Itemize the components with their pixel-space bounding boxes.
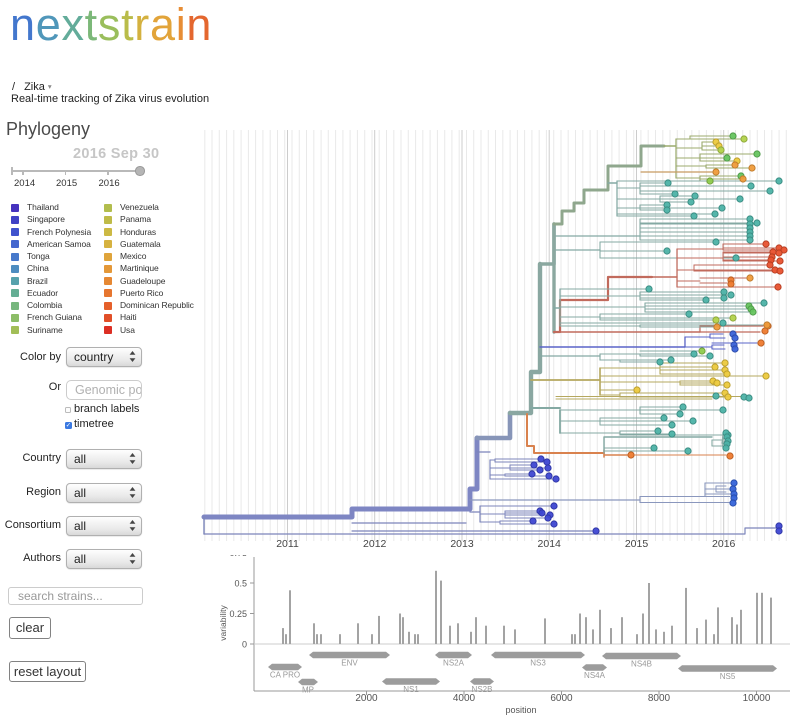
svg-text:NS1: NS1 [403,685,419,694]
svg-text:8000: 8000 [648,693,671,704]
svg-text:6000: 6000 [550,693,573,704]
svg-text:2015: 2015 [625,538,649,550]
svg-text:2014: 2014 [538,538,562,550]
svg-text:variability: variability [218,605,228,641]
svg-text:2016: 2016 [712,538,736,550]
svg-text:0.25: 0.25 [229,609,247,619]
svg-text:ENV: ENV [341,659,358,668]
svg-text:2011: 2011 [276,538,299,550]
svg-text:NS3: NS3 [530,659,546,668]
svg-text:4000: 4000 [453,693,476,704]
svg-text:MP: MP [302,686,314,695]
svg-text:2000: 2000 [355,693,378,704]
svg-text:NS4B: NS4B [631,660,652,669]
svg-text:NS5: NS5 [720,672,736,681]
svg-text:NS2B: NS2B [472,685,493,694]
svg-text:NS2A: NS2A [443,659,465,668]
svg-text:0: 0 [242,640,247,650]
svg-text:0.5: 0.5 [234,579,247,589]
svg-text:CA PRO: CA PRO [270,671,300,680]
svg-text:10000: 10000 [743,693,771,704]
svg-text:2013: 2013 [450,538,474,550]
svg-text:NS4A: NS4A [584,671,606,680]
svg-text:2012: 2012 [363,538,387,550]
svg-text:position: position [505,705,536,715]
